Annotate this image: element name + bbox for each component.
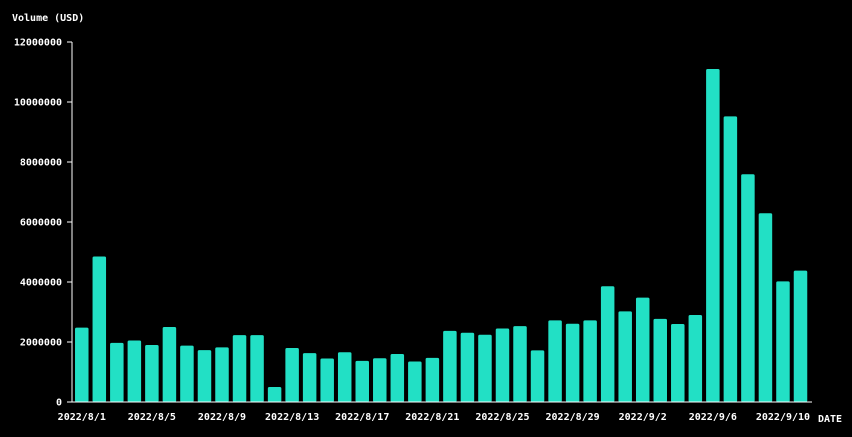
bar — [671, 324, 685, 402]
bar — [600, 286, 615, 402]
y-tick-label: 2000000 — [20, 338, 62, 349]
x-axis-title: DATE — [818, 414, 842, 425]
bar — [127, 340, 142, 402]
bar — [92, 256, 107, 402]
bar — [776, 281, 790, 402]
bar — [513, 326, 527, 402]
bars-group — [75, 69, 808, 403]
bar — [232, 335, 247, 402]
bar — [162, 327, 177, 402]
bar — [180, 345, 194, 402]
x-tick-label: 2022/8/25 — [475, 412, 529, 423]
bar — [373, 358, 387, 402]
x-tick-label: 2022/8/1 — [58, 412, 106, 423]
bar — [460, 332, 475, 402]
x-tick-label: 2022/8/5 — [128, 412, 176, 423]
bar — [723, 116, 738, 403]
x-axis: 2022/8/1 2022/8/5 2022/8/9 2022/8/13 2022/8/… — [58, 401, 812, 423]
bar — [285, 348, 299, 402]
bar — [408, 361, 422, 402]
bar — [320, 358, 334, 402]
bar — [145, 345, 159, 402]
bar — [443, 330, 457, 402]
bar — [478, 334, 492, 402]
x-tick-label: 2022/8/9 — [198, 412, 246, 423]
x-tick-label: 2022/8/13 — [265, 412, 319, 423]
x-tick-label: 2022/9/2 — [619, 412, 667, 423]
bar — [653, 318, 667, 402]
y-axis-title: Volume (USD) — [12, 13, 84, 24]
bar — [337, 352, 352, 402]
x-tick-label: 2022/9/6 — [689, 412, 737, 423]
bar — [390, 354, 405, 402]
x-tick-label: 2022/8/17 — [335, 412, 389, 423]
x-tick-label: 2022/8/29 — [546, 412, 600, 423]
x-tick-label: 2022/8/21 — [405, 412, 459, 423]
bar — [688, 315, 703, 402]
y-tick-label: 6000000 — [20, 218, 62, 229]
bar — [548, 320, 562, 402]
bar — [583, 320, 597, 402]
bar — [565, 323, 580, 402]
bar — [530, 350, 545, 402]
bar — [267, 387, 282, 402]
y-axis: 0 2000000 4000000 6000000 8000000 10000000 120… — [14, 38, 73, 409]
bar — [355, 360, 369, 402]
bar — [618, 311, 632, 402]
bar — [75, 327, 89, 402]
y-tick-label: 10000000 — [14, 98, 62, 109]
bar — [215, 347, 229, 402]
bar — [495, 328, 510, 402]
bar — [110, 342, 124, 402]
bar — [706, 69, 720, 402]
bar — [758, 213, 773, 402]
bar — [425, 357, 440, 402]
y-tick-label: 4000000 — [20, 278, 62, 289]
y-tick-label: 12000000 — [14, 38, 62, 49]
bar — [635, 297, 650, 402]
bar — [197, 350, 212, 402]
y-tick-label: 0 — [56, 398, 62, 409]
y-tick-label: 8000000 — [20, 158, 62, 169]
bar — [793, 270, 808, 402]
bar — [741, 174, 755, 402]
x-tick-label: 2022/9/10 — [756, 412, 810, 423]
bar — [250, 335, 264, 402]
bar — [302, 353, 317, 402]
